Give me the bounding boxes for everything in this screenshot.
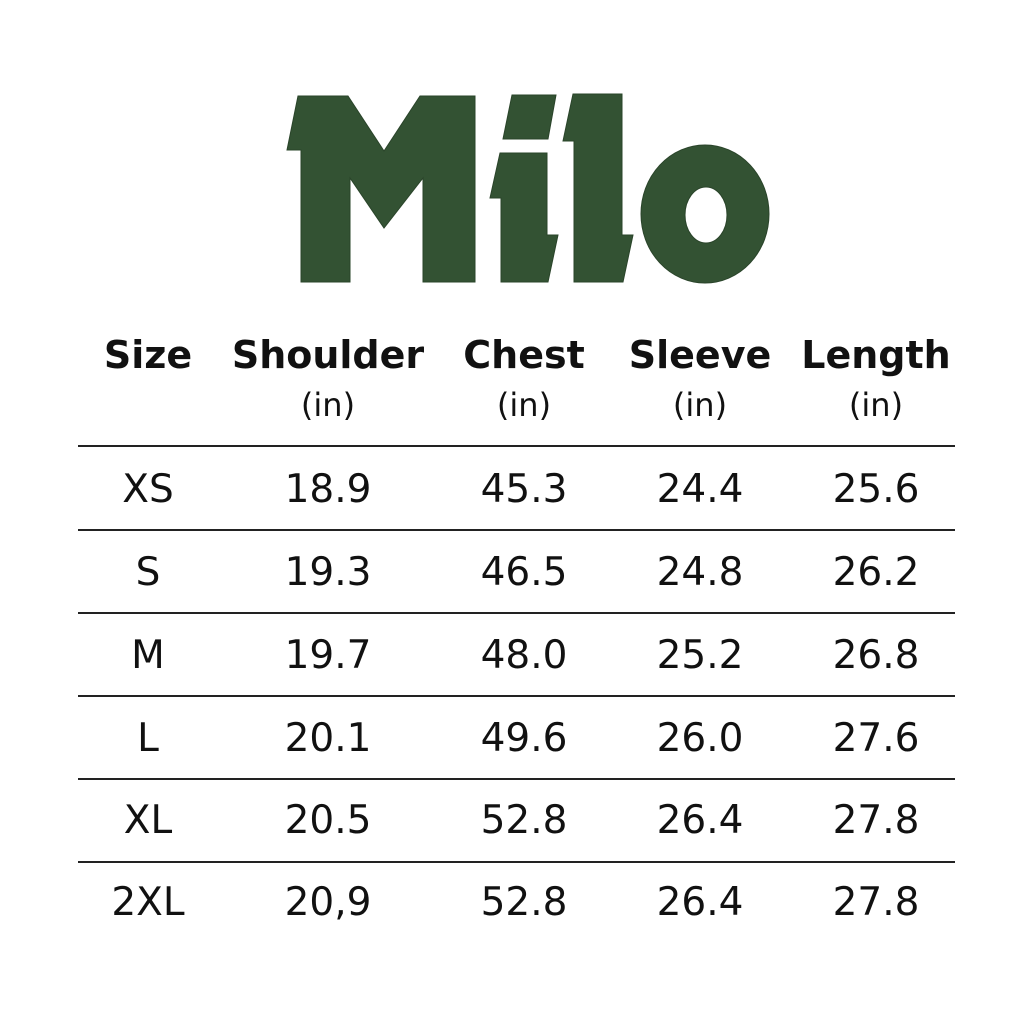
size-label: XL: [123, 798, 173, 843]
logo-letter-o: [640, 144, 770, 284]
measurement-cell: 25.2: [656, 633, 744, 678]
row-divider: [78, 778, 955, 780]
logo-letter-l: [562, 93, 634, 283]
measurement-cell: 52.8: [480, 798, 568, 843]
measurement-cell: 24.8: [656, 550, 744, 595]
measurement-cell: 49.6: [480, 716, 568, 761]
column-header-unit: (in): [672, 386, 728, 424]
measurement-cell: 46.5: [480, 550, 568, 595]
row-divider: [78, 612, 955, 614]
column-header-label: Sleeve: [628, 333, 772, 377]
measurement-cell: 19.7: [284, 633, 372, 678]
measurement-cell: 20,9: [284, 880, 372, 925]
row-divider: [78, 445, 955, 447]
column-header-chest: Chest (in): [424, 330, 624, 430]
column-header-unit: (in): [300, 386, 356, 424]
column-header-length: Length (in): [776, 330, 976, 430]
logo-letter-m: [286, 95, 476, 283]
column-header-label: Size: [103, 333, 193, 377]
measurement-cell: 25.6: [832, 467, 920, 512]
measurement-cell: 45.3: [480, 467, 568, 512]
measurement-cell: 26.4: [656, 880, 744, 925]
column-header-label: Shoulder: [231, 333, 425, 377]
column-header-size: Size: [48, 330, 248, 380]
measurement-cell: 52.8: [480, 880, 568, 925]
size-label: L: [137, 716, 159, 761]
size-label: M: [131, 633, 165, 678]
size-label: XS: [122, 467, 174, 512]
logo-letter-i-stem: [489, 152, 559, 283]
column-header-shoulder: Shoulder (in): [228, 330, 428, 430]
measurement-cell: 27.8: [832, 798, 920, 843]
row-divider: [78, 695, 955, 697]
row-divider: [78, 529, 955, 531]
size-label: S: [135, 550, 161, 595]
brand-logo: [286, 93, 770, 284]
measurement-cell: 18.9: [284, 467, 372, 512]
measurement-cell: 20.5: [284, 798, 372, 843]
row-divider: [78, 861, 955, 863]
measurement-cell: 20.1: [284, 716, 372, 761]
logo-letter-i-dot: [502, 94, 557, 140]
measurement-cell: 19.3: [284, 550, 372, 595]
measurement-cell: 26.0: [656, 716, 744, 761]
size-label: 2XL: [111, 880, 185, 925]
column-header-sleeve: Sleeve (in): [600, 330, 800, 430]
column-header-unit: (in): [496, 386, 552, 424]
measurement-cell: 27.8: [832, 880, 920, 925]
measurement-cell: 27.6: [832, 716, 920, 761]
column-header-label: Chest: [463, 333, 585, 377]
measurement-cell: 26.8: [832, 633, 920, 678]
column-header-unit: (in): [848, 386, 904, 424]
measurement-cell: 48.0: [480, 633, 568, 678]
measurement-cell: 24.4: [656, 467, 744, 512]
measurement-cell: 26.2: [832, 550, 920, 595]
column-header-label: Length: [801, 333, 951, 377]
measurement-cell: 26.4: [656, 798, 744, 843]
